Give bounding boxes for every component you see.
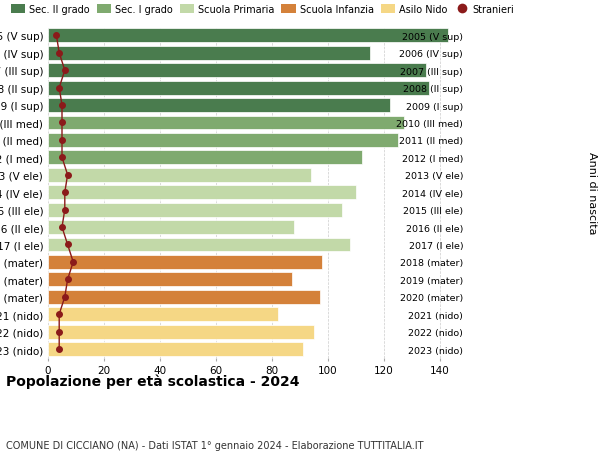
Bar [48, 325, 314, 339]
Bar [48, 342, 303, 356]
Bar [48, 81, 429, 95]
Bar [48, 273, 292, 287]
Text: COMUNE DI CICCIANO (NA) - Dati ISTAT 1° gennaio 2024 - Elaborazione TUTTITALIA.I: COMUNE DI CICCIANO (NA) - Dati ISTAT 1° … [6, 440, 424, 450]
Text: Popolazione per età scolastica - 2024: Popolazione per età scolastica - 2024 [6, 373, 299, 388]
Bar [48, 151, 362, 165]
Bar [48, 186, 356, 200]
Bar [48, 64, 426, 78]
Bar [48, 255, 322, 269]
Bar [48, 290, 320, 304]
Bar [48, 134, 398, 147]
Bar [48, 168, 311, 182]
Bar [48, 99, 389, 113]
Bar [48, 47, 370, 61]
Bar [48, 308, 278, 321]
Bar [48, 203, 342, 217]
Bar [48, 116, 404, 130]
Legend: Sec. II grado, Sec. I grado, Scuola Primaria, Scuola Infanzia, Asilo Nido, Stran: Sec. II grado, Sec. I grado, Scuola Prim… [11, 5, 515, 15]
Bar [48, 221, 295, 235]
Bar [48, 238, 350, 252]
Text: Anni di nascita: Anni di nascita [587, 151, 597, 234]
Bar [48, 29, 448, 43]
